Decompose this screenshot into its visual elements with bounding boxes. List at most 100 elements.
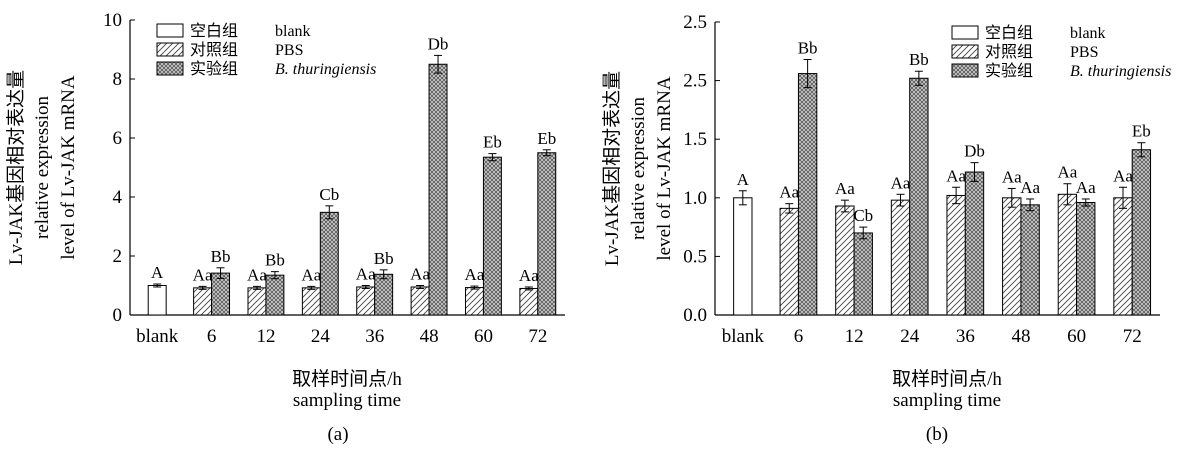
x-axis-label: sampling time bbox=[293, 390, 401, 411]
significance-label: Eb bbox=[1132, 122, 1151, 141]
x-tick-label: 6 bbox=[794, 326, 804, 347]
y-tick-label: 0.0 bbox=[683, 305, 707, 326]
x-tick-label: 24 bbox=[311, 326, 331, 347]
bar bbox=[890, 199, 911, 316]
x-tick-label: blank bbox=[722, 326, 765, 347]
significance-label: Aa bbox=[1113, 166, 1133, 185]
significance-label: Bb bbox=[211, 247, 231, 266]
x-tick-label: 60 bbox=[474, 326, 493, 347]
bar bbox=[247, 287, 267, 316]
bar bbox=[964, 171, 985, 316]
bar bbox=[356, 286, 376, 316]
bar bbox=[946, 194, 966, 316]
significance-label: Aa bbox=[1076, 178, 1096, 197]
legend-label: 实验组 bbox=[190, 60, 238, 78]
legend-label: 空白组 bbox=[985, 24, 1033, 42]
bar bbox=[147, 285, 167, 316]
legend-swatch bbox=[156, 42, 184, 57]
bar bbox=[519, 287, 539, 316]
significance-label: Bb bbox=[798, 39, 818, 58]
significance-label: A bbox=[151, 263, 164, 282]
legend-label-en: blank bbox=[1070, 25, 1106, 42]
significance-label: Cb bbox=[853, 206, 873, 225]
y-tick-label: 4 bbox=[113, 187, 123, 208]
y-tick-label: 0.5 bbox=[683, 246, 707, 267]
x-tick-label: 6 bbox=[207, 326, 217, 347]
bar bbox=[301, 287, 321, 316]
significance-label: Aa bbox=[779, 183, 799, 202]
legend-label: 实验组 bbox=[985, 62, 1033, 80]
x-tick-label: 36 bbox=[956, 326, 975, 347]
x-tick-label: 12 bbox=[256, 326, 275, 347]
x-axis-label: 取样时间点/h bbox=[892, 368, 1002, 390]
significance-label: Bb bbox=[374, 249, 394, 268]
bar bbox=[537, 152, 557, 316]
y-axis-label: level of Lv-JAK mRNA bbox=[654, 76, 675, 260]
y-tick-label: 1.5 bbox=[683, 129, 707, 150]
bar bbox=[733, 197, 753, 316]
bar bbox=[1131, 149, 1152, 316]
y-axis-label: relative expression bbox=[32, 96, 53, 239]
y-tick-label: 2.5 bbox=[683, 12, 707, 33]
bar bbox=[211, 272, 231, 316]
panel-label: (a) bbox=[327, 424, 348, 445]
x-tick-label: 36 bbox=[365, 326, 384, 347]
y-tick-label: 0 bbox=[113, 305, 123, 326]
bar bbox=[374, 273, 394, 316]
y-axis-label: relative expression bbox=[628, 97, 649, 240]
bar bbox=[853, 232, 873, 316]
legend-label: 对照组 bbox=[190, 41, 238, 59]
significance-label: Aa bbox=[891, 173, 911, 192]
significance-label: Bb bbox=[265, 251, 285, 270]
bar bbox=[1057, 193, 1078, 316]
significance-label: Bb bbox=[909, 50, 929, 69]
x-tick-label: 48 bbox=[420, 326, 439, 347]
significance-label: Db bbox=[428, 34, 449, 53]
significance-label: Cb bbox=[319, 185, 339, 204]
x-tick-label: blank bbox=[136, 326, 179, 347]
legend-swatch bbox=[156, 23, 184, 38]
bar bbox=[1076, 201, 1096, 316]
y-tick-label: 2 bbox=[113, 246, 123, 267]
legend-label: 空白组 bbox=[190, 22, 238, 40]
significance-label: Aa bbox=[465, 265, 485, 284]
y-tick-label: 2.5 bbox=[683, 71, 707, 92]
y-tick-label: 6 bbox=[113, 128, 123, 149]
legend-swatch bbox=[156, 61, 184, 76]
x-axis-label: sampling time bbox=[893, 390, 1001, 411]
x-tick-label: 48 bbox=[1011, 326, 1030, 347]
legend-swatch bbox=[951, 25, 979, 40]
x-tick-label: 72 bbox=[528, 326, 547, 347]
y-tick-label: 8 bbox=[113, 69, 123, 90]
bar bbox=[909, 77, 929, 316]
significance-label: Aa bbox=[1020, 178, 1040, 197]
x-tick-label: 24 bbox=[900, 326, 920, 347]
significance-label: Aa bbox=[946, 166, 966, 185]
bar bbox=[835, 205, 855, 316]
bar bbox=[797, 73, 818, 316]
bar bbox=[1020, 204, 1040, 316]
panel-label: (b) bbox=[926, 424, 948, 445]
bar bbox=[779, 207, 799, 316]
legend-label-en: PBS bbox=[1070, 44, 1098, 61]
significance-label: Aa bbox=[193, 265, 213, 284]
significance-label: Aa bbox=[247, 265, 267, 284]
x-tick-label: 12 bbox=[845, 326, 864, 347]
significance-label: Aa bbox=[1002, 167, 1022, 186]
significance-label: Db bbox=[964, 142, 985, 161]
y-axis-label: level of Lv-JAK mRNA bbox=[58, 75, 79, 259]
legend-label-en: blank bbox=[275, 23, 311, 40]
significance-label: A bbox=[737, 170, 750, 189]
legend-label-en: B. thuringiensis bbox=[1070, 63, 1171, 80]
legend-label-en: PBS bbox=[275, 42, 303, 59]
bar bbox=[428, 63, 448, 316]
significance-label: Aa bbox=[410, 265, 430, 284]
bar bbox=[464, 287, 484, 316]
y-tick-label: 10 bbox=[103, 10, 122, 31]
x-tick-label: 72 bbox=[1123, 326, 1142, 347]
significance-label: Eb bbox=[483, 133, 502, 152]
legend-swatch bbox=[951, 63, 979, 78]
